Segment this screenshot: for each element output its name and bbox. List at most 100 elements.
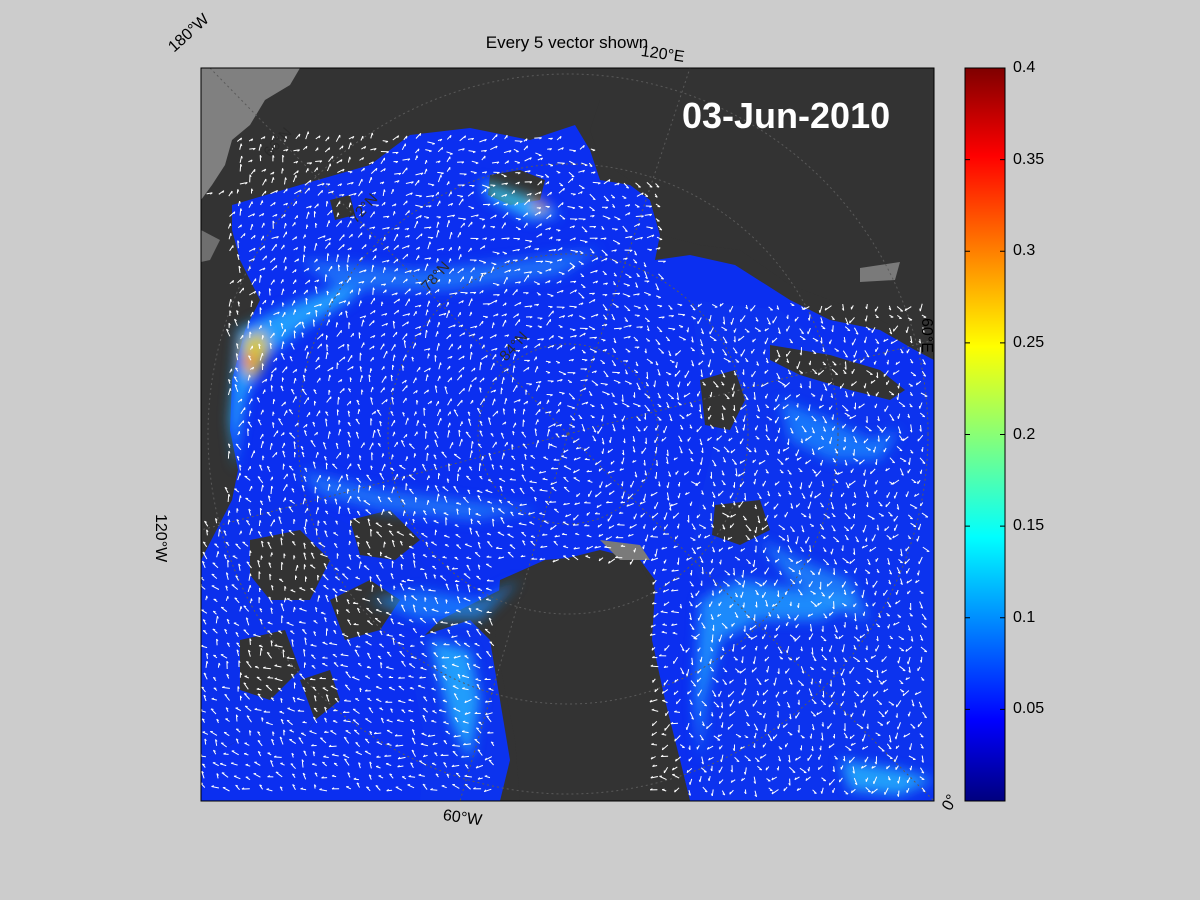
velocity-vector-head	[491, 464, 495, 467]
velocity-vector	[854, 613, 857, 622]
velocity-vector-head	[226, 642, 230, 645]
velocity-vector-head	[239, 495, 242, 498]
velocity-vector-head	[479, 475, 483, 478]
velocity-vector-head	[822, 349, 825, 353]
velocity-vector	[408, 488, 414, 495]
velocity-vector-head	[843, 340, 846, 343]
velocity-vector-head	[906, 580, 909, 584]
velocity-vector-head	[341, 145, 344, 149]
velocity-vector	[458, 355, 465, 361]
velocity-vector	[467, 584, 471, 593]
velocity-vector-head	[252, 366, 255, 370]
velocity-vector	[810, 600, 818, 607]
velocity-vector-head	[285, 266, 287, 269]
velocity-vector-head	[243, 629, 247, 631]
velocity-vector-head	[256, 397, 260, 400]
velocity-vector-head	[606, 500, 609, 504]
velocity-vector	[446, 220, 450, 228]
velocity-vector	[569, 262, 576, 268]
velocity-vector-head	[636, 346, 640, 349]
velocity-vector-head	[516, 202, 519, 205]
velocity-vector-head	[891, 419, 895, 422]
velocity-vector	[655, 471, 658, 479]
velocity-vector-head	[792, 530, 795, 533]
velocity-vector	[889, 457, 896, 464]
velocity-vector-head	[253, 247, 256, 251]
velocity-vector-head	[400, 563, 404, 567]
velocity-vector-head	[340, 159, 343, 163]
velocity-vector-head	[605, 537, 608, 541]
velocity-vector-head	[768, 322, 771, 325]
velocity-vector	[487, 541, 493, 548]
velocity-vector-head	[893, 622, 896, 626]
velocity-vector-head	[621, 496, 623, 499]
velocity-vector	[667, 449, 669, 456]
velocity-vector	[453, 453, 461, 460]
velocity-vector-head	[711, 351, 715, 354]
velocity-vector-head	[843, 592, 847, 595]
velocity-vector-head	[419, 292, 422, 295]
velocity-vector	[722, 580, 730, 587]
velocity-vector-head	[304, 497, 306, 501]
velocity-vector	[337, 168, 345, 174]
velocity-vector	[848, 480, 856, 486]
velocity-vector	[291, 639, 294, 647]
velocity-vector-head	[852, 453, 855, 456]
velocity-vector	[273, 430, 279, 437]
velocity-vector	[719, 634, 723, 642]
velocity-vector	[488, 417, 492, 425]
velocity-vector-head	[417, 268, 420, 272]
velocity-vector-head	[225, 541, 229, 544]
velocity-vector-head	[824, 616, 828, 619]
velocity-vector-head	[756, 438, 760, 440]
velocity-vector-head	[672, 631, 676, 634]
velocity-vector-head	[249, 374, 251, 378]
velocity-vector-head	[572, 407, 575, 409]
velocity-vector	[612, 302, 619, 308]
velocity-vector-head	[637, 429, 641, 432]
velocity-vector-head	[333, 629, 337, 632]
velocity-vector	[288, 530, 295, 536]
velocity-vector-head	[917, 527, 920, 531]
velocity-vector-head	[349, 377, 353, 380]
velocity-vector-head	[373, 320, 375, 324]
velocity-vector	[644, 404, 651, 412]
velocity-vector-head	[666, 485, 669, 489]
velocity-vector-head	[613, 351, 616, 354]
velocity-vector-head	[617, 292, 621, 296]
velocity-vector-head	[586, 534, 590, 537]
velocity-vector-head	[316, 432, 318, 435]
velocity-vector	[317, 183, 325, 187]
velocity-vector-head	[745, 360, 749, 363]
velocity-vector-head	[813, 352, 817, 355]
velocity-vector-head	[433, 454, 437, 457]
velocity-vector-head	[574, 335, 577, 338]
velocity-vector-head	[336, 409, 340, 412]
velocity-vector	[611, 259, 619, 264]
velocity-vector-head	[301, 321, 305, 324]
velocity-vector	[672, 512, 680, 519]
velocity-vector	[750, 567, 758, 574]
velocity-vector	[898, 401, 906, 407]
velocity-vector	[922, 546, 930, 552]
velocity-vector-head	[844, 615, 848, 618]
velocity-vector-head	[438, 343, 440, 346]
velocity-vector-head	[808, 362, 811, 366]
velocity-vector	[595, 491, 602, 498]
velocity-vector	[237, 472, 241, 481]
velocity-vector-head	[867, 394, 870, 397]
velocity-vector	[885, 435, 891, 442]
velocity-vector	[428, 589, 436, 592]
velocity-vector	[446, 310, 450, 318]
velocity-vector	[862, 589, 865, 598]
velocity-vector-head	[790, 431, 794, 434]
velocity-vector	[312, 461, 316, 469]
velocity-vector-head	[326, 344, 329, 347]
velocity-vector-head	[692, 349, 695, 352]
velocity-vector	[249, 528, 253, 535]
velocity-vector-head	[849, 416, 852, 420]
velocity-vector-head	[260, 500, 263, 503]
velocity-vector-head	[754, 530, 757, 534]
velocity-vector	[489, 299, 498, 305]
velocity-vector-head	[684, 492, 688, 495]
